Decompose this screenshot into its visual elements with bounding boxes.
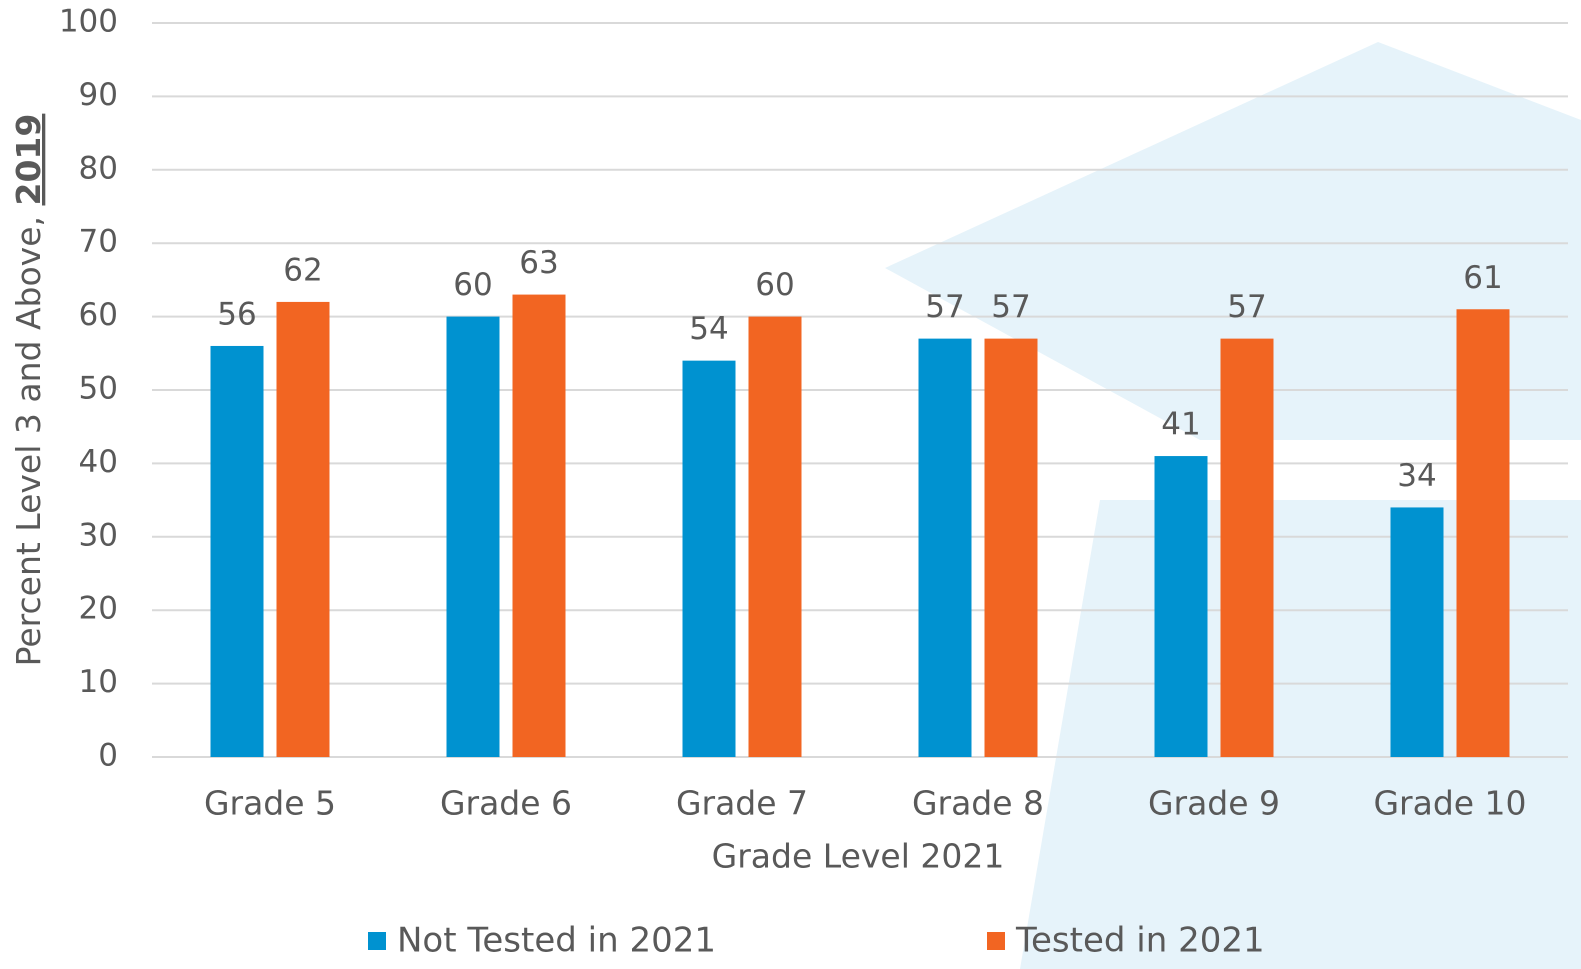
y-axis-title-year: 2019 — [9, 114, 48, 206]
bar — [1457, 309, 1510, 757]
bar — [447, 317, 500, 757]
bar — [919, 339, 972, 757]
bar — [513, 295, 566, 757]
x-tick-label: Grade 8 — [912, 784, 1044, 823]
y-tick-label: 60 — [79, 297, 118, 333]
bar — [211, 346, 264, 757]
x-tick-label: Grade 6 — [440, 784, 572, 823]
y-axis-title-text: Percent Level 3 and Above, — [9, 216, 48, 666]
page: {"chart_data": { "type": "bar", "x_label… — [0, 0, 1581, 969]
x-tick-label: Grade 9 — [1148, 784, 1280, 823]
data-label: 57 — [991, 289, 1030, 325]
y-tick-label: 0 — [98, 738, 118, 774]
y-tick-label: 50 — [79, 371, 118, 407]
y-tick-label: 40 — [79, 444, 118, 480]
legend-label: Not Tested in 2021 — [397, 921, 716, 961]
y-tick-label: 100 — [59, 4, 118, 40]
bar — [683, 361, 736, 757]
y-tick-label: 90 — [79, 77, 118, 113]
data-label: 56 — [217, 296, 256, 332]
data-label: 54 — [689, 311, 728, 347]
bar — [1221, 339, 1274, 757]
bar — [277, 302, 330, 757]
x-tick-label: Grade 10 — [1373, 784, 1526, 823]
data-label: 60 — [755, 267, 794, 303]
y-tick-label: 70 — [79, 224, 118, 260]
data-label: 63 — [519, 245, 558, 281]
x-tick-label: Grade 5 — [204, 784, 336, 823]
data-label: 62 — [283, 252, 322, 288]
data-label: 41 — [1161, 407, 1200, 443]
y-axis-title: Percent Level 3 and Above, 2019 — [9, 114, 48, 667]
data-label: 61 — [1463, 260, 1502, 296]
legend-swatch — [368, 932, 386, 950]
legend-label: Tested in 2021 — [1015, 921, 1265, 961]
x-tick-label: Grade 7 — [676, 784, 808, 823]
y-tick-label: 20 — [79, 591, 118, 627]
chart: Grade Level 2021 Percent Level 3 and Abo… — [0, 0, 1581, 969]
bar — [1155, 456, 1208, 757]
data-label: 60 — [453, 267, 492, 303]
y-tick-label: 80 — [79, 150, 118, 186]
bar — [985, 339, 1038, 757]
data-label: 57 — [1227, 289, 1266, 325]
y-tick-label: 30 — [79, 517, 118, 553]
x-axis-title: Grade Level 2021 — [712, 837, 1005, 876]
legend-swatch — [987, 932, 1005, 950]
bar — [749, 317, 802, 757]
data-label: 57 — [925, 289, 964, 325]
y-tick-label: 10 — [79, 664, 118, 700]
data-label: 34 — [1397, 458, 1436, 494]
bar — [1391, 507, 1444, 757]
